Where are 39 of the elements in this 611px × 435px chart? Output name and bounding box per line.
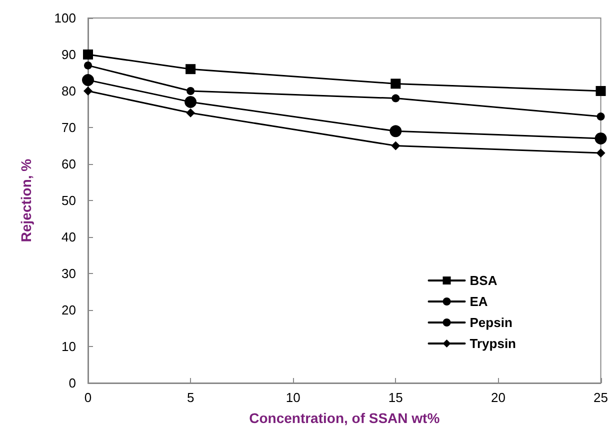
y-tick-label: 90 xyxy=(62,47,76,62)
y-axis-title: Rejection, % xyxy=(18,158,34,242)
x-tick-label: 5 xyxy=(186,390,194,405)
y-tick-label: 60 xyxy=(62,156,76,172)
legend-label: Trypsin xyxy=(470,336,516,351)
y-tick-label: 0 xyxy=(68,376,76,390)
legend-label: BSA xyxy=(470,273,498,288)
x-axis-title: Concentration, of SSAN wt% xyxy=(249,410,440,426)
point xyxy=(186,64,196,74)
point xyxy=(84,86,92,96)
y-tick-label: 40 xyxy=(62,230,76,244)
point xyxy=(392,94,400,102)
point xyxy=(186,87,195,95)
point xyxy=(82,74,94,86)
legend-label: EA xyxy=(470,294,488,309)
point xyxy=(390,125,402,138)
point xyxy=(186,108,196,118)
point xyxy=(594,132,607,144)
x-tick-label: 10 xyxy=(286,390,300,405)
y-tick-label: 70 xyxy=(62,120,76,135)
point xyxy=(391,141,400,150)
x-tick-label: 15 xyxy=(388,390,403,405)
point xyxy=(596,148,606,158)
point xyxy=(84,61,92,70)
legend-label: Pepsin xyxy=(470,315,512,330)
y-tick-label: 30 xyxy=(62,266,76,281)
point xyxy=(596,112,605,121)
y-tick-label: 20 xyxy=(62,302,76,318)
x-tick-label: 25 xyxy=(594,390,608,405)
y-tick-label: 80 xyxy=(62,84,76,98)
x-tick-label: 20 xyxy=(490,390,506,405)
point xyxy=(184,96,197,108)
y-tick-label: 100 xyxy=(54,10,76,26)
y-tick-label: 50 xyxy=(62,193,76,208)
y-tick-label: 10 xyxy=(62,339,76,354)
point xyxy=(83,50,93,60)
point xyxy=(390,78,401,89)
x-tick-label: 0 xyxy=(84,390,92,405)
point xyxy=(596,86,606,96)
